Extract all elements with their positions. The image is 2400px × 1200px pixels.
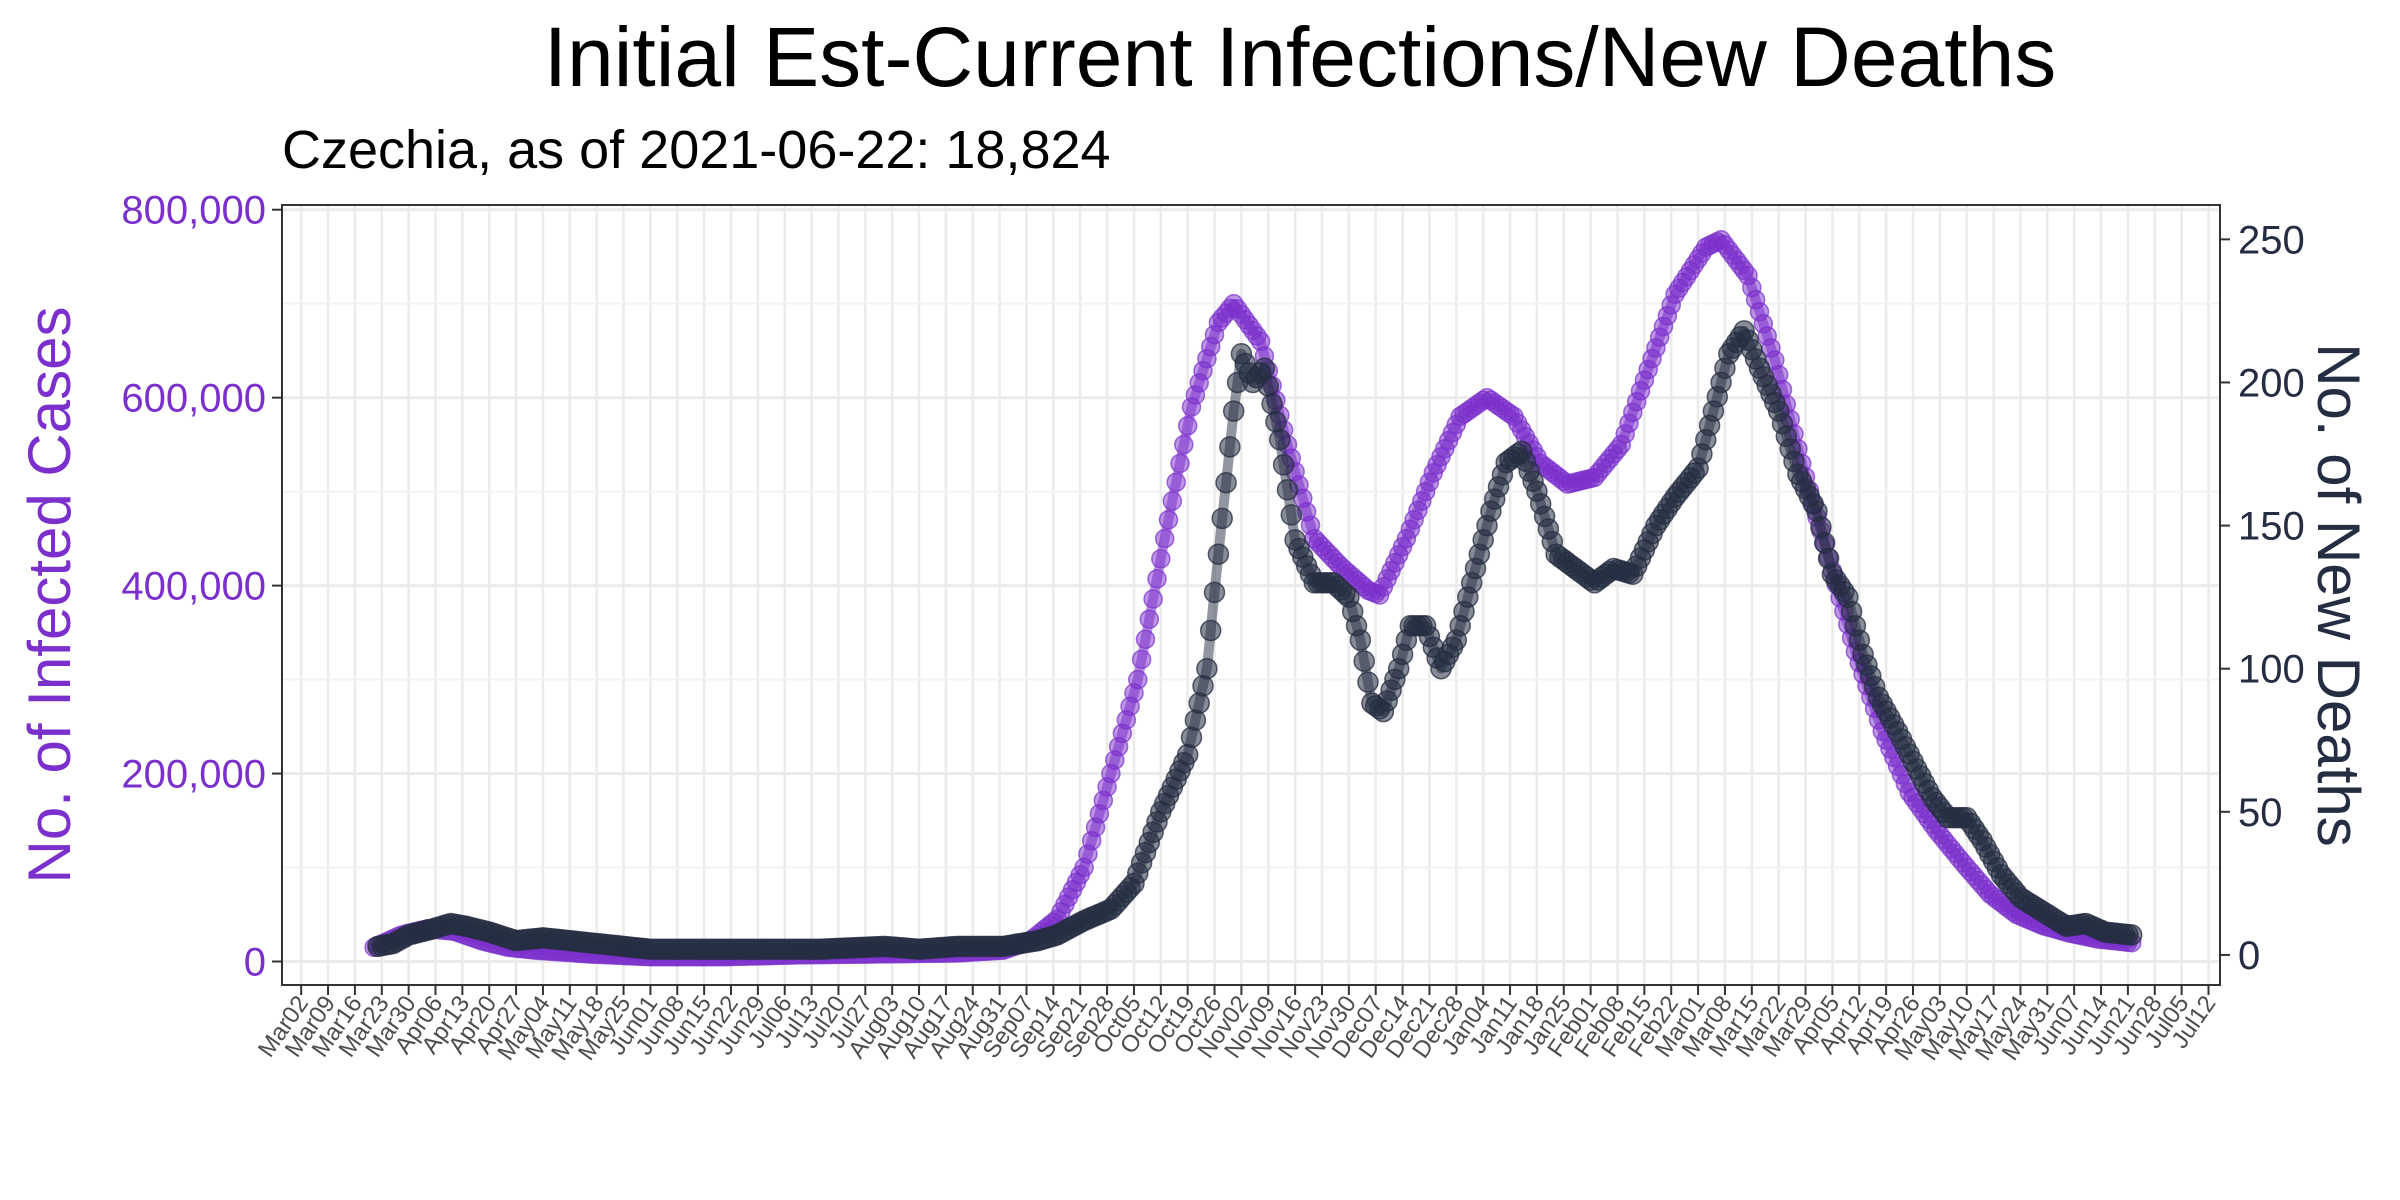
y-axis-right: 0 50 100 150 200 250 <box>2220 218 2305 978</box>
y-right-tick-label: 250 <box>2238 218 2305 262</box>
y-right-tick-label: 50 <box>2238 791 2283 835</box>
infections-point <box>1154 528 1175 549</box>
deaths-point <box>1211 507 1233 530</box>
infections-point <box>1177 416 1198 436</box>
chart-title: Initial Est-Current Infections/New Death… <box>544 10 2057 104</box>
deaths-point <box>1280 504 1303 526</box>
deaths-point <box>1349 629 1372 651</box>
y-left-tick-label: 200,000 <box>121 753 266 797</box>
infections-point <box>1131 649 1152 670</box>
deaths-point <box>1269 428 1291 451</box>
y-left-tick-label: 400,000 <box>121 565 266 609</box>
deaths-series <box>367 320 2143 960</box>
deaths-point <box>1276 479 1299 501</box>
deaths-point <box>1357 671 1379 693</box>
infections-point <box>1158 510 1179 530</box>
y-axis-left: 0 200,000 400,000 600,000 800,000 <box>121 189 282 985</box>
y-left-tick-label: 0 <box>244 941 266 985</box>
y-right-tick-label: 150 <box>2238 505 2305 549</box>
y-right-tick-label: 100 <box>2238 648 2305 692</box>
infections-point <box>1162 491 1183 511</box>
y-right-tick-label: 200 <box>2238 361 2305 405</box>
infections-point <box>1128 669 1148 690</box>
chart-subtitle: Czechia, as of 2021-06-22: 18,824 <box>282 120 1111 180</box>
deaths-point <box>1196 657 1218 680</box>
infections-point <box>1174 434 1194 455</box>
deaths-point <box>1207 543 1230 565</box>
deaths-point <box>1199 619 1222 642</box>
deaths-point <box>1253 357 1276 379</box>
deaths-point <box>1203 581 1226 604</box>
infections-point <box>1170 453 1190 474</box>
deaths-point <box>1257 375 1280 397</box>
infections-point <box>1147 569 1167 589</box>
y-left-tick-label: 800,000 <box>121 189 266 233</box>
infections-point <box>1139 609 1160 629</box>
infections-point <box>1135 629 1156 650</box>
infections-point <box>1151 549 1171 569</box>
deaths-point <box>1353 650 1375 672</box>
deaths-point <box>1272 454 1295 476</box>
y-right-tick-label: 0 <box>2238 934 2260 978</box>
deaths-point <box>1222 400 1245 422</box>
deaths-point <box>1265 411 1287 433</box>
infections-point <box>1143 589 1163 609</box>
plot-border <box>281 204 2221 986</box>
y-left-tick-label: 600,000 <box>121 377 266 421</box>
deaths-point <box>1219 436 1241 458</box>
deaths-point <box>1261 393 1283 415</box>
deaths-point <box>1215 471 1237 494</box>
infections-point <box>1166 472 1186 492</box>
y-axis-left-title: No. of Infected Cases <box>16 307 83 884</box>
grid-lines <box>282 205 2220 985</box>
x-axis: Mar02Mar09Mar16Mar23Mar30Apr06Apr13Apr20… <box>253 985 2221 1065</box>
deaths-point <box>2120 924 2143 946</box>
y-axis-right-title: No. of New Deaths <box>2305 343 2372 847</box>
